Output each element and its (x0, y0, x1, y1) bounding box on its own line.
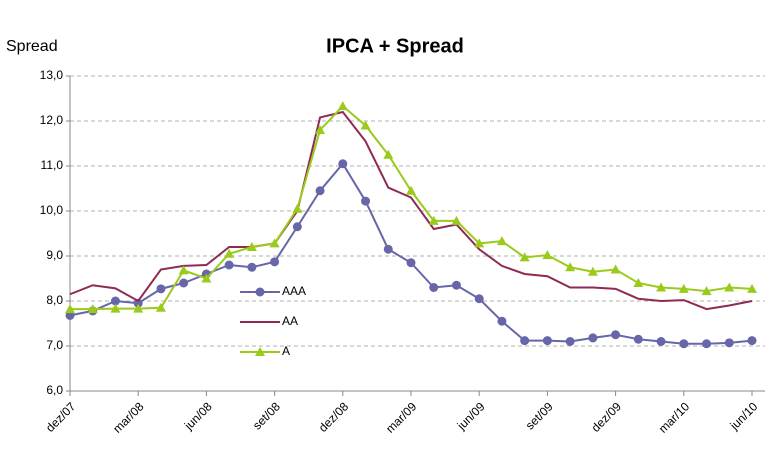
legend-label: AAA (282, 284, 306, 298)
marker (701, 286, 712, 296)
y-tick-label: 10,0 (40, 203, 64, 217)
y-tick-label: 9,0 (46, 248, 63, 262)
marker (360, 120, 371, 130)
y-tick-label: 8,0 (46, 293, 63, 307)
marker (520, 336, 530, 346)
series-line (69, 110, 753, 311)
y-tick-label: 13,0 (40, 68, 64, 82)
marker (474, 294, 484, 304)
marker (155, 302, 166, 312)
marker (724, 338, 734, 348)
y-tick-label: 7,0 (46, 338, 63, 352)
marker (406, 185, 416, 195)
marker (156, 284, 166, 294)
marker (633, 334, 643, 344)
marker (656, 337, 666, 346)
series-line (70, 104, 753, 311)
marker (702, 339, 712, 349)
marker (747, 283, 757, 293)
marker (224, 248, 235, 258)
y-axis-label: Spread (6, 38, 58, 55)
marker (474, 238, 485, 248)
marker (315, 186, 325, 196)
y-tick-label: 11,0 (41, 158, 64, 172)
marker (724, 282, 735, 292)
marker (747, 336, 757, 346)
marker (678, 283, 689, 293)
marker (247, 262, 257, 272)
chart-title: IPCA + Spread (326, 35, 464, 57)
marker (519, 252, 530, 262)
marker (133, 303, 144, 313)
x-tick-label: dez/07 (43, 399, 79, 435)
marker (451, 215, 462, 225)
marker (383, 244, 393, 254)
legend-label: AA (282, 314, 298, 328)
marker (406, 258, 416, 268)
marker (428, 215, 439, 225)
marker (361, 196, 371, 206)
marker (611, 330, 621, 340)
marker (315, 125, 326, 134)
marker (565, 262, 576, 272)
x-tick-label: mar/09 (383, 399, 420, 436)
marker (337, 101, 348, 111)
marker (451, 280, 461, 290)
marker (542, 250, 553, 260)
marker (497, 316, 507, 326)
marker (269, 238, 280, 248)
x-tick-label: jun/10 (727, 399, 761, 433)
x-tick-label: set/09 (523, 399, 556, 432)
x-tick-label: mar/10 (656, 399, 693, 436)
marker (87, 304, 98, 314)
marker (679, 339, 689, 349)
legend-label: A (282, 344, 290, 358)
marker (224, 260, 234, 270)
y-tick-label: 12,0 (40, 113, 64, 127)
marker (633, 278, 644, 287)
marker (178, 265, 189, 275)
x-tick-label: dez/09 (589, 399, 625, 435)
x-tick-label: dez/08 (316, 399, 352, 435)
marker (542, 336, 552, 346)
legend-marker (255, 287, 265, 297)
marker (110, 296, 120, 306)
marker (133, 298, 143, 308)
marker (65, 304, 75, 314)
marker (338, 159, 348, 169)
legend-marker (255, 347, 265, 356)
marker (292, 222, 302, 232)
marker (270, 257, 280, 267)
x-tick-label: jun/09 (454, 399, 488, 433)
marker (588, 333, 598, 343)
marker (587, 266, 598, 276)
marker (610, 264, 621, 274)
x-tick-label: set/08 (250, 399, 283, 432)
marker (179, 278, 189, 288)
marker (110, 303, 121, 313)
y-tick-label: 6,0 (46, 383, 63, 397)
marker (496, 236, 507, 246)
marker (429, 283, 439, 292)
marker (246, 242, 257, 251)
marker (292, 203, 303, 213)
x-tick-label: mar/08 (110, 399, 147, 436)
x-tick-label: jun/08 (181, 399, 215, 433)
marker (65, 310, 75, 320)
marker (656, 282, 667, 292)
marker (201, 273, 212, 283)
marker (383, 149, 394, 159)
marker (565, 337, 575, 346)
